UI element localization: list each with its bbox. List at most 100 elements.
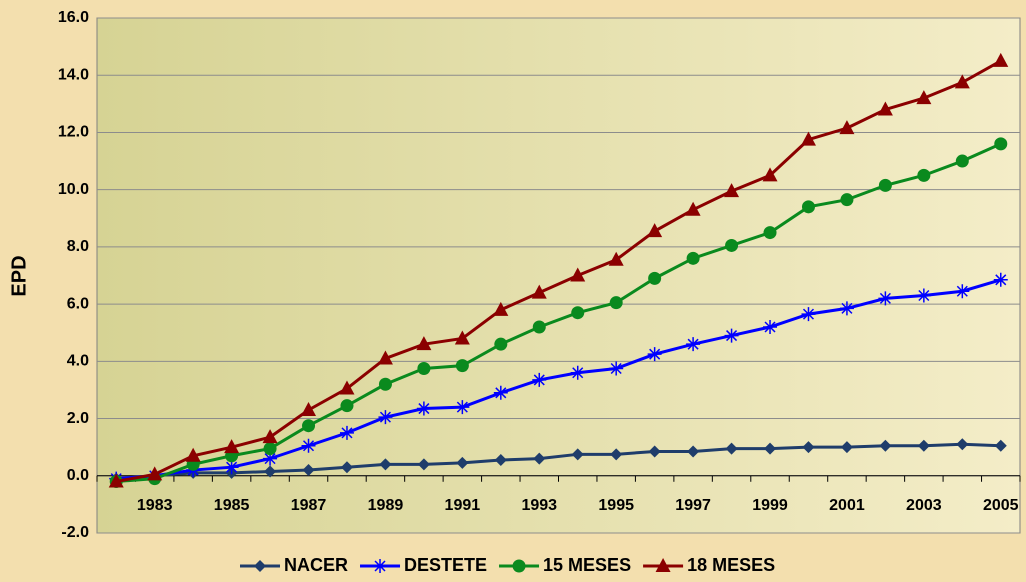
- data-point: [800, 131, 816, 146]
- x-tick-label: 1997: [675, 497, 711, 514]
- data-point: [877, 101, 893, 116]
- data-point: [339, 380, 355, 395]
- data-point: [147, 466, 163, 481]
- data-point: [879, 439, 892, 452]
- data-point: [224, 460, 239, 475]
- legend-item: NACER: [240, 555, 348, 575]
- data-point: [916, 90, 932, 105]
- legend: NACER DESTETE 15 MESES 18 MESES: [240, 555, 775, 575]
- y-tick-label: 2.0: [67, 410, 89, 427]
- legend-marker: [373, 559, 388, 573]
- legend-label: 15 MESES: [543, 555, 631, 575]
- data-point: [994, 137, 1008, 151]
- data-point: [302, 419, 316, 433]
- x-tick-label: 1991: [445, 497, 481, 514]
- data-point: [647, 347, 662, 362]
- data-point: [264, 465, 277, 478]
- data-point: [687, 445, 700, 458]
- legend-label: 18 MESES: [687, 555, 775, 575]
- series-line: [116, 442, 1001, 481]
- data-point: [108, 473, 124, 488]
- x-tick-label: 1995: [598, 497, 634, 514]
- data-point: [878, 291, 893, 306]
- series-line: [116, 278, 1002, 481]
- x-tick-label: 1985: [214, 497, 250, 514]
- data-point: [263, 442, 277, 456]
- data-point: [262, 429, 278, 444]
- data-point: [724, 328, 739, 343]
- x-tick-label: 2001: [829, 497, 865, 514]
- y-tick-label: 4.0: [67, 353, 89, 370]
- data-point: [993, 52, 1009, 67]
- x-tick-label: 2005: [983, 497, 1019, 514]
- data-point: [839, 120, 855, 135]
- legend-marker: [655, 558, 671, 572]
- x-tick-label: 1987: [291, 497, 327, 514]
- data-point: [801, 200, 815, 214]
- data-point: [917, 439, 930, 452]
- data-point: [917, 168, 931, 182]
- series-line: [115, 59, 1002, 483]
- data-point: [994, 439, 1007, 452]
- x-tick-label: 1993: [521, 497, 557, 514]
- data-point: [648, 271, 662, 285]
- data-point: [456, 456, 469, 469]
- data-point: [571, 448, 584, 461]
- data-point: [416, 401, 431, 416]
- data-point: [839, 301, 854, 316]
- data-point: [955, 154, 969, 168]
- data-point: [608, 251, 624, 266]
- data-point: [340, 399, 354, 413]
- y-tick-label: 0.0: [67, 467, 89, 484]
- x-tick-label: 1983: [137, 497, 173, 514]
- data-point: [840, 193, 854, 207]
- y-tick-label: 8.0: [67, 238, 89, 255]
- data-point: [455, 359, 469, 373]
- data-point: [610, 448, 623, 461]
- data-point: [685, 201, 701, 216]
- data-point: [224, 439, 240, 454]
- data-point: [339, 425, 354, 440]
- data-point: [763, 226, 777, 240]
- data-point: [454, 330, 470, 345]
- data-point: [570, 267, 586, 282]
- data-point: [763, 320, 778, 334]
- data-point: [648, 445, 661, 458]
- data-point: [609, 361, 624, 376]
- data-point: [533, 452, 546, 465]
- data-point: [647, 223, 663, 238]
- data-point: [493, 385, 508, 400]
- data-point: [378, 377, 392, 391]
- data-point: [377, 350, 393, 365]
- legend-label: DESTETE: [404, 555, 487, 575]
- series-line: [116, 142, 1002, 483]
- y-tick-label: -2.0: [61, 524, 89, 541]
- data-point: [455, 400, 470, 415]
- legend-item: DESTETE: [360, 555, 487, 575]
- y-axis-label: EPD: [8, 255, 30, 296]
- data-point: [532, 372, 547, 387]
- y-tick-label: 14.0: [58, 66, 89, 83]
- data-point: [416, 336, 432, 351]
- legend-label: NACER: [284, 555, 348, 575]
- data-point: [571, 306, 585, 320]
- data-point: [301, 401, 317, 416]
- x-tick-label: 1989: [368, 497, 404, 514]
- legend-marker: [512, 559, 526, 573]
- data-point: [724, 183, 740, 198]
- data-point: [954, 74, 970, 89]
- data-point: [686, 251, 700, 265]
- data-point: [301, 438, 316, 453]
- legend-item: 15 MESES: [499, 555, 631, 575]
- data-point: [609, 296, 623, 310]
- data-point: [531, 284, 547, 299]
- data-point: [379, 458, 392, 471]
- data-point: [417, 361, 431, 375]
- data-point: [263, 451, 278, 466]
- data-point: [378, 410, 393, 425]
- data-point: [802, 441, 815, 454]
- data-point: [916, 288, 931, 303]
- y-tick-label: 6.0: [67, 295, 89, 312]
